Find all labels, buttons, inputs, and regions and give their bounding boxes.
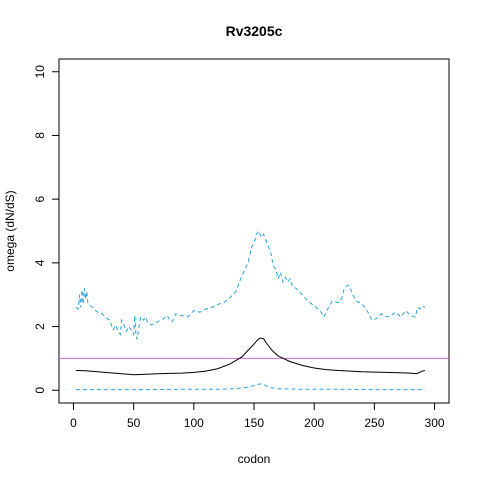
y-tick-label: 6 bbox=[33, 195, 47, 202]
y-axis-label: omega (dN/dS) bbox=[3, 190, 17, 271]
x-tick-label: 200 bbox=[304, 416, 324, 430]
plot-content bbox=[59, 229, 449, 391]
chart-title: Rv3205c bbox=[226, 23, 283, 39]
plot-frame bbox=[58, 58, 450, 404]
y-tick-label: 2 bbox=[33, 323, 47, 330]
x-tick-label: 100 bbox=[184, 416, 204, 430]
x-axis: 0 50 100 150 200 250 300 bbox=[70, 402, 445, 430]
y-tick-label: 8 bbox=[33, 132, 47, 139]
x-tick-label: 0 bbox=[70, 416, 77, 430]
y-tick-label: 0 bbox=[33, 387, 47, 394]
x-tick-label: 50 bbox=[127, 416, 141, 430]
series-line-mean bbox=[75, 337, 426, 376]
x-tick-label: 150 bbox=[244, 416, 264, 430]
y-tick-label: 10 bbox=[33, 65, 47, 79]
series-line-upper bbox=[75, 229, 426, 340]
x-tick-label: 250 bbox=[364, 416, 384, 430]
y-tick-label: 4 bbox=[33, 259, 47, 266]
series-line-lower bbox=[75, 383, 425, 391]
x-tick-label: 300 bbox=[425, 416, 445, 430]
y-axis: 0 2 4 6 8 10 bbox=[33, 65, 60, 394]
x-axis-label: codon bbox=[238, 452, 271, 466]
